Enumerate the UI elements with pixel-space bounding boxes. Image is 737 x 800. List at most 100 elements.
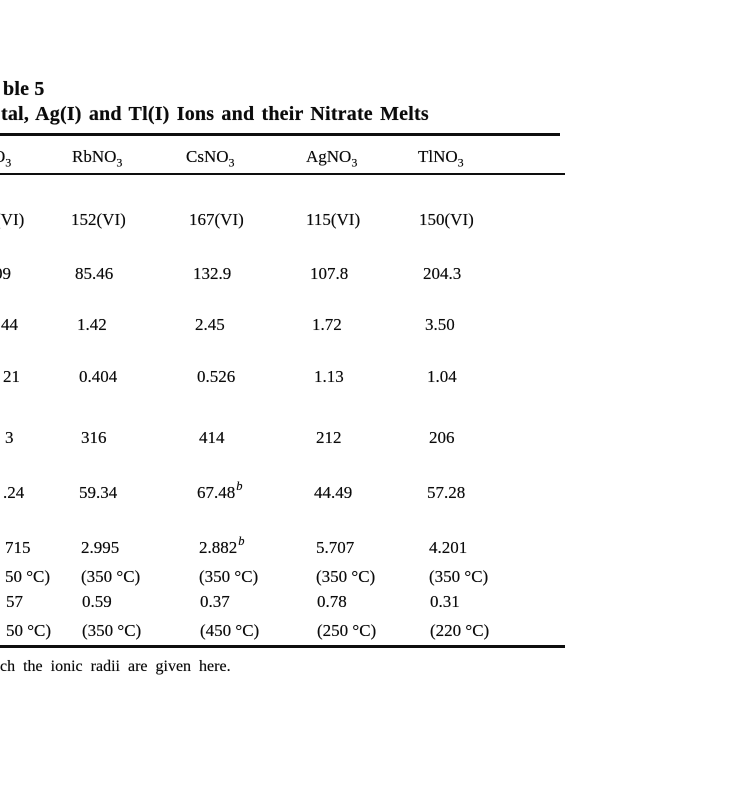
table-cell: 57.28	[427, 482, 465, 504]
cell-value: 132.9	[193, 264, 232, 283]
table-cell: 150(VI)	[419, 209, 474, 231]
cell-value: 150(VI)	[419, 210, 474, 229]
table-header-rule	[0, 173, 565, 175]
cell-value: 0.59	[82, 592, 112, 611]
table-row: 21 0.404 0.526 1.13 1.04	[3, 366, 737, 386]
table-cell: 0.404	[79, 366, 117, 388]
cell-temperature: (350 °C)	[316, 567, 376, 586]
table-cell: 107.8	[310, 263, 348, 285]
table-cell: 1.04	[427, 366, 457, 388]
cell-temperature: (250 °C)	[317, 621, 377, 640]
table-top-rule	[0, 133, 560, 136]
cell-value: 3	[5, 428, 14, 447]
table-cell: 132.9	[193, 263, 231, 285]
table-cell: 67.48b	[197, 479, 243, 504]
cell-value: 0.404	[79, 367, 118, 386]
footnote-marker-b: b	[238, 534, 245, 549]
cell-value: 2.995	[81, 538, 120, 557]
cell-value: 4.201	[429, 538, 468, 557]
cell-value: 167(VI)	[189, 210, 244, 229]
table-cell: 206	[429, 427, 455, 449]
cell-temperature: (350 °C)	[82, 621, 142, 640]
cell-value: 316	[81, 428, 107, 447]
table-row: 44 1.42 2.45 1.72 3.50	[1, 314, 737, 334]
cell-value: 2.45	[195, 315, 225, 334]
cell-value: 152(VI)	[71, 210, 126, 229]
table-cell: 1.13	[314, 366, 344, 388]
table-cell: 152(VI)	[71, 209, 126, 231]
cell-value: 44	[1, 315, 18, 334]
header-cell-tlno3: TlNO3	[418, 146, 464, 168]
table-row: (VI) 152(VI) 167(VI) 115(VI) 150(VI)	[0, 209, 732, 229]
table-cell: 4.201 (350 °C)	[429, 537, 488, 588]
table-cell: 204.3	[423, 263, 461, 285]
cell-value: 59.34	[79, 483, 118, 502]
cell-value: 1.04	[427, 367, 457, 386]
cell-value: 57	[6, 592, 23, 611]
cell-value: .24	[3, 483, 25, 502]
footnote-marker-b: b	[236, 479, 243, 494]
table-cell: 0.59 (350 °C)	[82, 591, 141, 642]
header-cell-agno3: AgNO3	[306, 146, 357, 168]
header-subscript: 3	[228, 155, 235, 170]
cell-temperature: (220 °C)	[430, 621, 490, 640]
table-row: .24 59.34 67.48b 44.49 57.28	[3, 480, 737, 502]
header-subscript: 3	[457, 155, 464, 170]
header-cell-csno3: CsNO3	[186, 146, 235, 168]
header-subscript: 3	[116, 155, 123, 170]
table-cell: 85.46	[75, 263, 113, 285]
table-caption-title: tal, Ag(I) and Tl(I) Ions and their Nitr…	[1, 103, 429, 125]
cell-value: 715	[5, 538, 31, 557]
table-row: 3 316 414 212 206	[5, 427, 737, 447]
cell-value: 2.882	[199, 538, 238, 557]
cell-value: 67.48	[197, 483, 236, 502]
table-row: 57 50 °C) 0.59 (350 °C) 0.37 (450 °C) 0.78 (…	[6, 591, 737, 640]
table-footnote: ch the ionic radii are given here.	[0, 658, 231, 675]
cell-value: 0.78	[317, 592, 347, 611]
table-cell: 715 50 °C)	[5, 537, 50, 588]
table-cell: 0.37 (450 °C)	[200, 591, 259, 642]
table-cell: 3	[5, 427, 14, 449]
cell-temperature: (450 °C)	[200, 621, 260, 640]
table-cell: 3.50	[425, 314, 455, 336]
cell-value: 206	[429, 428, 455, 447]
table-bottom-rule	[0, 645, 565, 648]
table-cell: 1.72	[312, 314, 342, 336]
table-cell: (VI)	[0, 209, 24, 231]
cell-value: 44.49	[314, 483, 353, 502]
table-cell: 115(VI)	[306, 209, 360, 231]
table-cell: 316	[81, 427, 107, 449]
table-cell: 21	[3, 366, 20, 388]
table-cell: 212	[316, 427, 342, 449]
cell-value: 0.526	[197, 367, 236, 386]
cell-value: 3.50	[425, 315, 455, 334]
cell-value: 1.72	[312, 315, 342, 334]
table-cell: 0.31 (220 °C)	[430, 591, 489, 642]
cell-value: 1.13	[314, 367, 344, 386]
table-cell: 167(VI)	[189, 209, 244, 231]
header-cell-col1: O3	[0, 146, 11, 168]
cell-value: 85.46	[75, 264, 114, 283]
table-cell: 1.42	[77, 314, 107, 336]
header-text: O	[0, 147, 5, 166]
header-cell-rbno3: RbNO3	[72, 146, 122, 168]
table-cell: 59.34	[79, 482, 117, 504]
cell-temperature: 50 °C)	[5, 567, 51, 586]
cell-temperature: (350 °C)	[199, 567, 259, 586]
table-cell: 2.995 (350 °C)	[81, 537, 140, 588]
header-subscript: 3	[351, 155, 358, 170]
table-cell: 44.49	[314, 482, 352, 504]
table-cell: .24	[3, 482, 24, 504]
header-text: CsNO	[186, 147, 229, 166]
table-cell: 2.45	[195, 314, 225, 336]
table-cell: 44	[1, 314, 18, 336]
table-caption-number: ble 5	[3, 78, 45, 100]
header-text: TlNO	[418, 147, 458, 166]
table-cell: 0.78 (250 °C)	[317, 591, 376, 642]
cell-value: 204.3	[423, 264, 462, 283]
cell-value: 09	[0, 264, 11, 283]
cell-value: 107.8	[310, 264, 349, 283]
cell-temperature: 50 °C)	[6, 621, 52, 640]
cell-value: 57.28	[427, 483, 466, 502]
